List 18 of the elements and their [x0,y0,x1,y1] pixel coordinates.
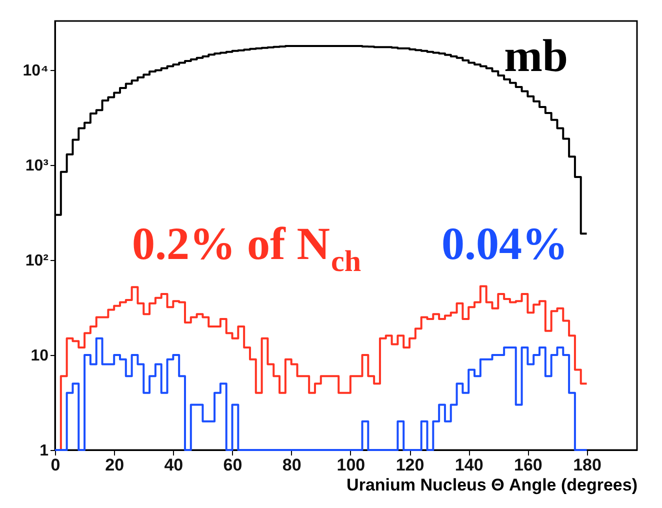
x-tick-label: 120 [396,456,424,474]
y-tick-label: 10⁴ [22,62,49,80]
x-tick-label: 40 [164,456,184,474]
y-tick-label: 10² [25,252,48,270]
x-axis-title: Uranium Nucleus Θ Angle (degrees) [346,476,638,494]
x-tick-label: 20 [105,456,124,474]
y-tick-label: 1 [40,442,49,460]
x-tick-label: 160 [514,456,542,474]
x-tick-label: 100 [336,456,366,474]
x-tick-label: 180 [573,456,602,474]
series-label: mb [504,30,568,81]
series-label: 0.04% [442,218,568,269]
x-tick-label: 80 [282,456,302,474]
x-tick-label: 140 [454,456,484,474]
x-tick-label: 60 [223,456,242,474]
y-tick-label: 10 [30,348,49,365]
x-tick-label: 0 [50,456,60,474]
y-tick-label: 10³ [25,158,48,175]
